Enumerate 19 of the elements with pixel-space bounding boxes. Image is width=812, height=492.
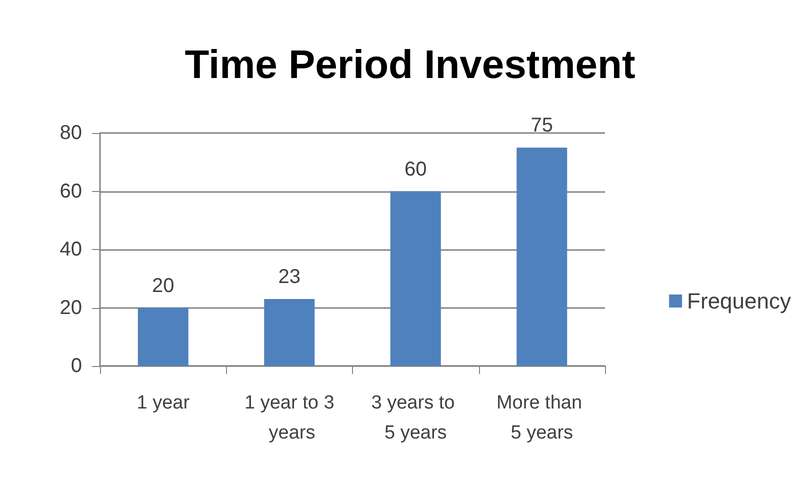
x-tick-label: 1 year to 3 years [244,392,334,444]
bar [390,191,441,366]
data-label: 75 [530,114,553,137]
x-tick-label: 1 year [136,392,190,414]
data-label: 20 [152,274,174,297]
y-tick-label: 0 [70,355,82,377]
bar [516,148,568,366]
chart-title: Time Period Investment [184,43,636,87]
data-label: 60 [404,158,427,180]
x-tick-label: More than 5 years [496,392,588,444]
bar [264,299,315,366]
bar [138,308,188,366]
x-tick-label: 3 years to 5 years [371,392,460,444]
y-tick-label: 20 [60,296,82,319]
legend-label: Frequency [687,288,792,314]
data-label: 23 [278,266,300,288]
y-tick-label: 80 [60,122,82,144]
y-tick-label: 60 [60,180,82,202]
y-tick-label: 40 [60,238,82,260]
